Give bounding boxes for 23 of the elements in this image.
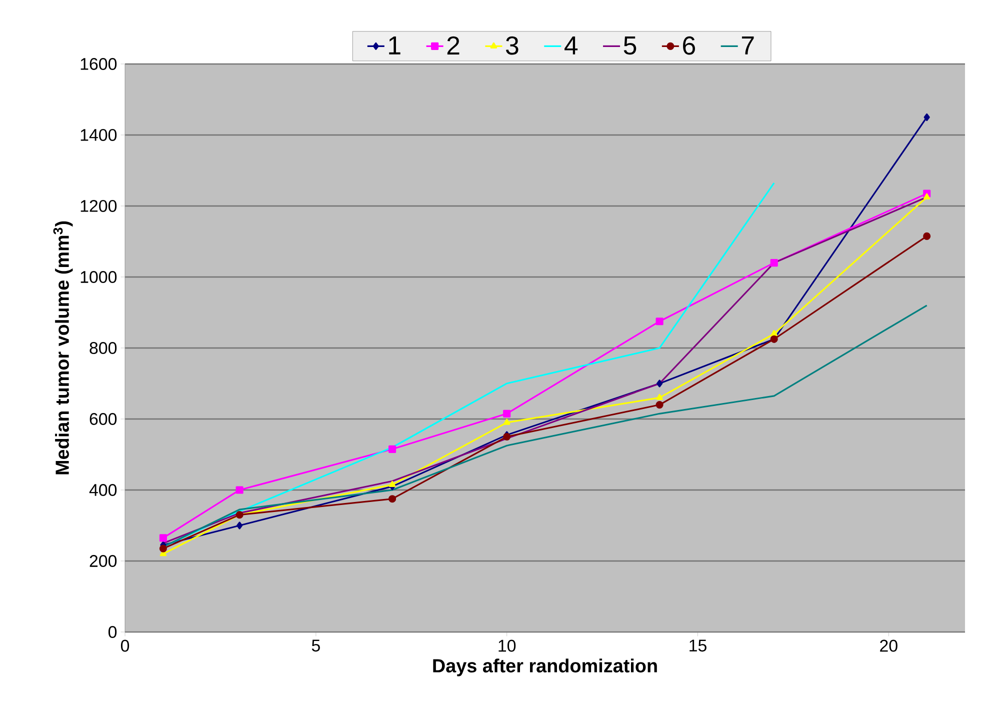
y-tick-label: 0 [108, 626, 117, 638]
legend-label: 6 [683, 36, 695, 55]
y-tick-label: 1200 [80, 200, 117, 212]
legend-label: 2 [447, 36, 460, 54]
x-tick-label: 20 [880, 640, 898, 652]
legend-label: 7 [742, 36, 754, 54]
x-tick-label: 0 [120, 640, 130, 652]
x-axis-title: Days after randomization [433, 658, 657, 676]
legend-label: 5 [624, 36, 636, 55]
x-tick-label: 15 [690, 640, 706, 652]
x-tick-label: 5 [312, 640, 320, 652]
y-tick-label: 1000 [80, 270, 117, 283]
y-tick-label: 600 [90, 412, 117, 425]
legend-label: 4 [564, 36, 578, 54]
y-tick-label: 800 [90, 342, 117, 354]
legend-label: 1 [389, 36, 400, 54]
x-tick-label: 10 [498, 640, 516, 652]
y-axis-title: Median tumor volume (mm$^{3}$) [53, 221, 73, 474]
y-tick-label: 400 [89, 484, 117, 496]
y-tick-label: 1600 [80, 58, 117, 70]
y-tick-label: 1400 [80, 128, 117, 141]
legend-label: 3 [506, 36, 518, 55]
y-tick-label: 200 [90, 554, 117, 567]
